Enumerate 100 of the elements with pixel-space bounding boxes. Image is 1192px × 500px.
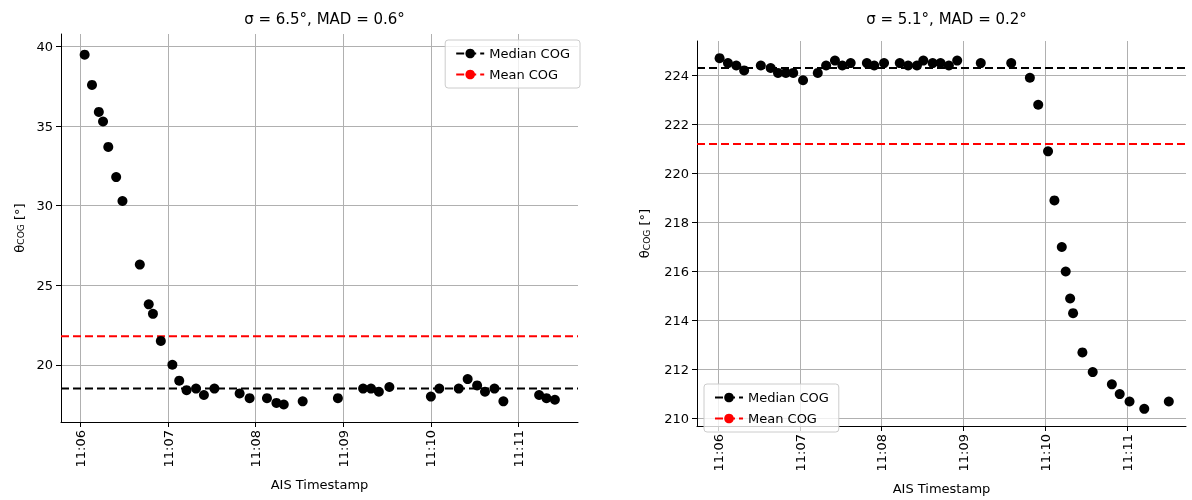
point bbox=[788, 67, 799, 78]
y-tick-label: 214 bbox=[664, 313, 689, 329]
x-tick-label: 11:10 bbox=[423, 430, 439, 468]
point bbox=[1124, 396, 1135, 407]
chart-title: σ = 6.5°, MAD = 0.6° bbox=[244, 9, 405, 28]
y-tick-label: 25 bbox=[36, 277, 53, 293]
x-tick-label: 11:11 bbox=[510, 430, 526, 468]
point bbox=[549, 394, 560, 405]
point bbox=[111, 172, 122, 183]
point bbox=[366, 383, 376, 394]
point bbox=[943, 60, 954, 71]
y-tick-label: 40 bbox=[36, 39, 53, 55]
y-tick-label: 218 bbox=[664, 214, 689, 230]
y-tick-label: 20 bbox=[36, 357, 53, 373]
point bbox=[821, 60, 832, 71]
x-axis-title: AIS Timestamp bbox=[892, 481, 991, 496]
point bbox=[373, 386, 384, 397]
point bbox=[198, 389, 209, 400]
point bbox=[181, 385, 192, 396]
point bbox=[209, 383, 220, 394]
point bbox=[1043, 146, 1054, 157]
y-axis-title: θCOG [°] bbox=[637, 208, 652, 259]
point bbox=[87, 79, 97, 90]
point bbox=[1139, 403, 1150, 414]
point bbox=[812, 67, 823, 78]
y-tick-label: 216 bbox=[664, 264, 689, 280]
x-axis-title: AIS Timestamp bbox=[270, 477, 369, 492]
point bbox=[894, 58, 905, 69]
point bbox=[879, 58, 890, 69]
point bbox=[297, 396, 308, 407]
point bbox=[798, 75, 809, 86]
point bbox=[1068, 308, 1079, 319]
x-tick-label: 11:08 bbox=[874, 434, 890, 472]
point bbox=[731, 60, 742, 71]
point bbox=[714, 53, 725, 64]
point bbox=[472, 380, 483, 391]
legend-label: Mean COG bbox=[489, 67, 559, 82]
x-tick-label: 11:06 bbox=[710, 434, 726, 472]
y-tick-label: 220 bbox=[664, 165, 689, 181]
y-tick-label: 222 bbox=[664, 116, 689, 132]
y-tick-label: 212 bbox=[664, 362, 689, 378]
point bbox=[167, 359, 178, 370]
point bbox=[1060, 266, 1071, 277]
x-tick-label: 11:07 bbox=[160, 430, 176, 468]
legend-label: Mean COG bbox=[748, 411, 817, 426]
point bbox=[975, 58, 986, 69]
point bbox=[155, 335, 166, 346]
x-tick-label: 11:08 bbox=[247, 430, 263, 468]
chart-title: σ = 5.1°, MAD = 0.2° bbox=[866, 9, 1027, 28]
point bbox=[837, 60, 848, 71]
point bbox=[952, 55, 963, 66]
point bbox=[147, 308, 158, 319]
point bbox=[103, 141, 114, 152]
point bbox=[1056, 241, 1067, 252]
point bbox=[261, 393, 272, 404]
point bbox=[1024, 72, 1035, 83]
legend-label: Median COG bbox=[489, 46, 571, 61]
y-tick-label: 224 bbox=[664, 67, 689, 83]
point bbox=[384, 382, 395, 393]
x-tick-label: 11:09 bbox=[335, 430, 351, 468]
point bbox=[98, 116, 109, 127]
x-tick-label: 11:10 bbox=[1038, 434, 1054, 472]
point bbox=[434, 383, 445, 394]
point bbox=[829, 55, 840, 66]
point bbox=[453, 383, 464, 394]
point bbox=[117, 195, 128, 206]
point bbox=[234, 388, 245, 399]
point bbox=[903, 60, 914, 71]
point bbox=[143, 299, 154, 310]
point bbox=[739, 65, 750, 76]
point bbox=[755, 60, 766, 71]
point bbox=[79, 49, 90, 60]
y-tick-label: 30 bbox=[36, 198, 53, 214]
point bbox=[534, 389, 545, 400]
point bbox=[845, 58, 856, 69]
point bbox=[1033, 99, 1044, 110]
point bbox=[1087, 367, 1098, 378]
point bbox=[1163, 396, 1174, 407]
point bbox=[498, 396, 509, 407]
point bbox=[332, 393, 343, 404]
point bbox=[278, 399, 289, 410]
point bbox=[765, 62, 776, 73]
x-tick-label: 11:07 bbox=[792, 434, 808, 472]
point bbox=[918, 55, 929, 66]
point bbox=[869, 60, 880, 71]
point bbox=[480, 386, 490, 397]
point bbox=[191, 383, 202, 394]
point bbox=[1065, 293, 1076, 304]
legend-label: Median COG bbox=[748, 390, 829, 405]
point bbox=[174, 375, 185, 386]
y-tick-label: 35 bbox=[36, 118, 53, 134]
point bbox=[1106, 379, 1117, 390]
x-tick-label: 11:06 bbox=[72, 430, 88, 468]
point bbox=[722, 58, 733, 69]
point bbox=[425, 391, 436, 402]
point bbox=[1049, 195, 1060, 206]
point bbox=[462, 374, 473, 385]
point bbox=[134, 259, 145, 270]
point bbox=[1006, 58, 1017, 69]
point bbox=[541, 393, 552, 404]
